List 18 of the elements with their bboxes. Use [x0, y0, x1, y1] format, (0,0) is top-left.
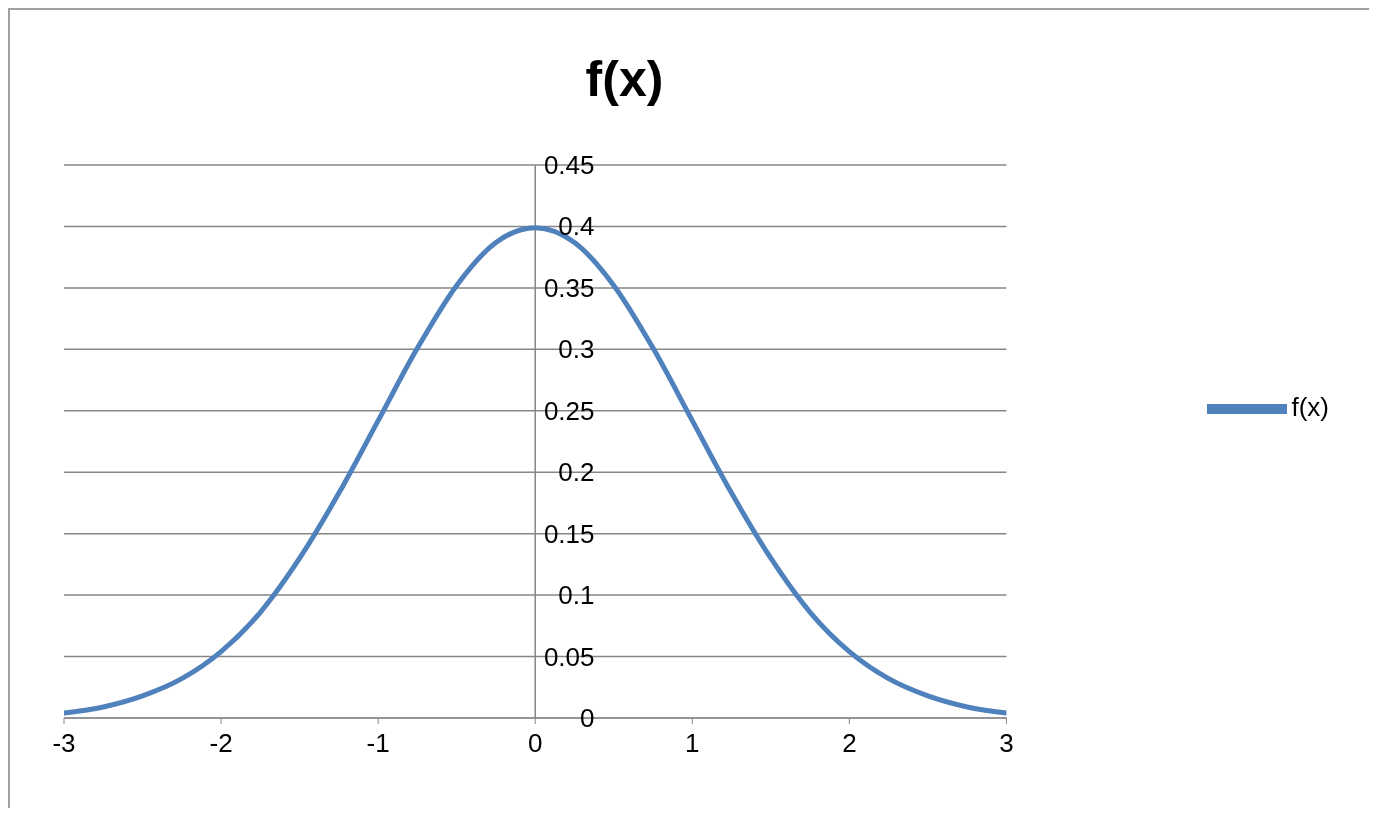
legend-label: f(x): [1291, 391, 1329, 422]
y-tick-label: 0.05: [543, 641, 595, 672]
y-tick-label: 0.3: [558, 334, 595, 365]
x-tick-label: -1: [366, 728, 390, 759]
x-tick-label: -2: [209, 728, 233, 759]
x-tick-label: 3: [999, 728, 1014, 759]
y-tick-label: 0.25: [543, 395, 595, 426]
y-tick-label: 0: [580, 703, 595, 733]
x-tick-label: -3: [52, 728, 76, 759]
chart-title: f(x): [584, 50, 665, 108]
y-tick-label: 0.15: [543, 518, 595, 549]
y-tick-label: 0.4: [558, 211, 595, 242]
y-tick-label: 0.1: [558, 580, 595, 611]
y-tick-label: 0.45: [543, 150, 595, 180]
y-tick-label: 0.35: [543, 272, 595, 303]
y-tick-label: 0.2: [558, 457, 595, 488]
x-tick-label: 1: [685, 728, 700, 759]
x-tick-label: 2: [842, 728, 857, 759]
